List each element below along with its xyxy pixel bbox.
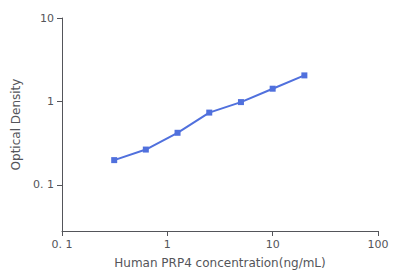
svg-text:10: 10 [40,12,54,25]
svg-text:0. 1: 0. 1 [52,238,73,251]
svg-text:10: 10 [266,238,280,251]
svg-text:Human PRP4 concentration(ng/mL: Human PRP4 concentration(ng/mL) [114,256,325,270]
svg-text:1: 1 [47,95,54,108]
svg-text:Optical Density: Optical Density [9,79,23,171]
svg-text:0. 1: 0. 1 [33,178,54,191]
svg-text:1: 1 [164,238,171,251]
svg-text:100: 100 [368,238,389,251]
